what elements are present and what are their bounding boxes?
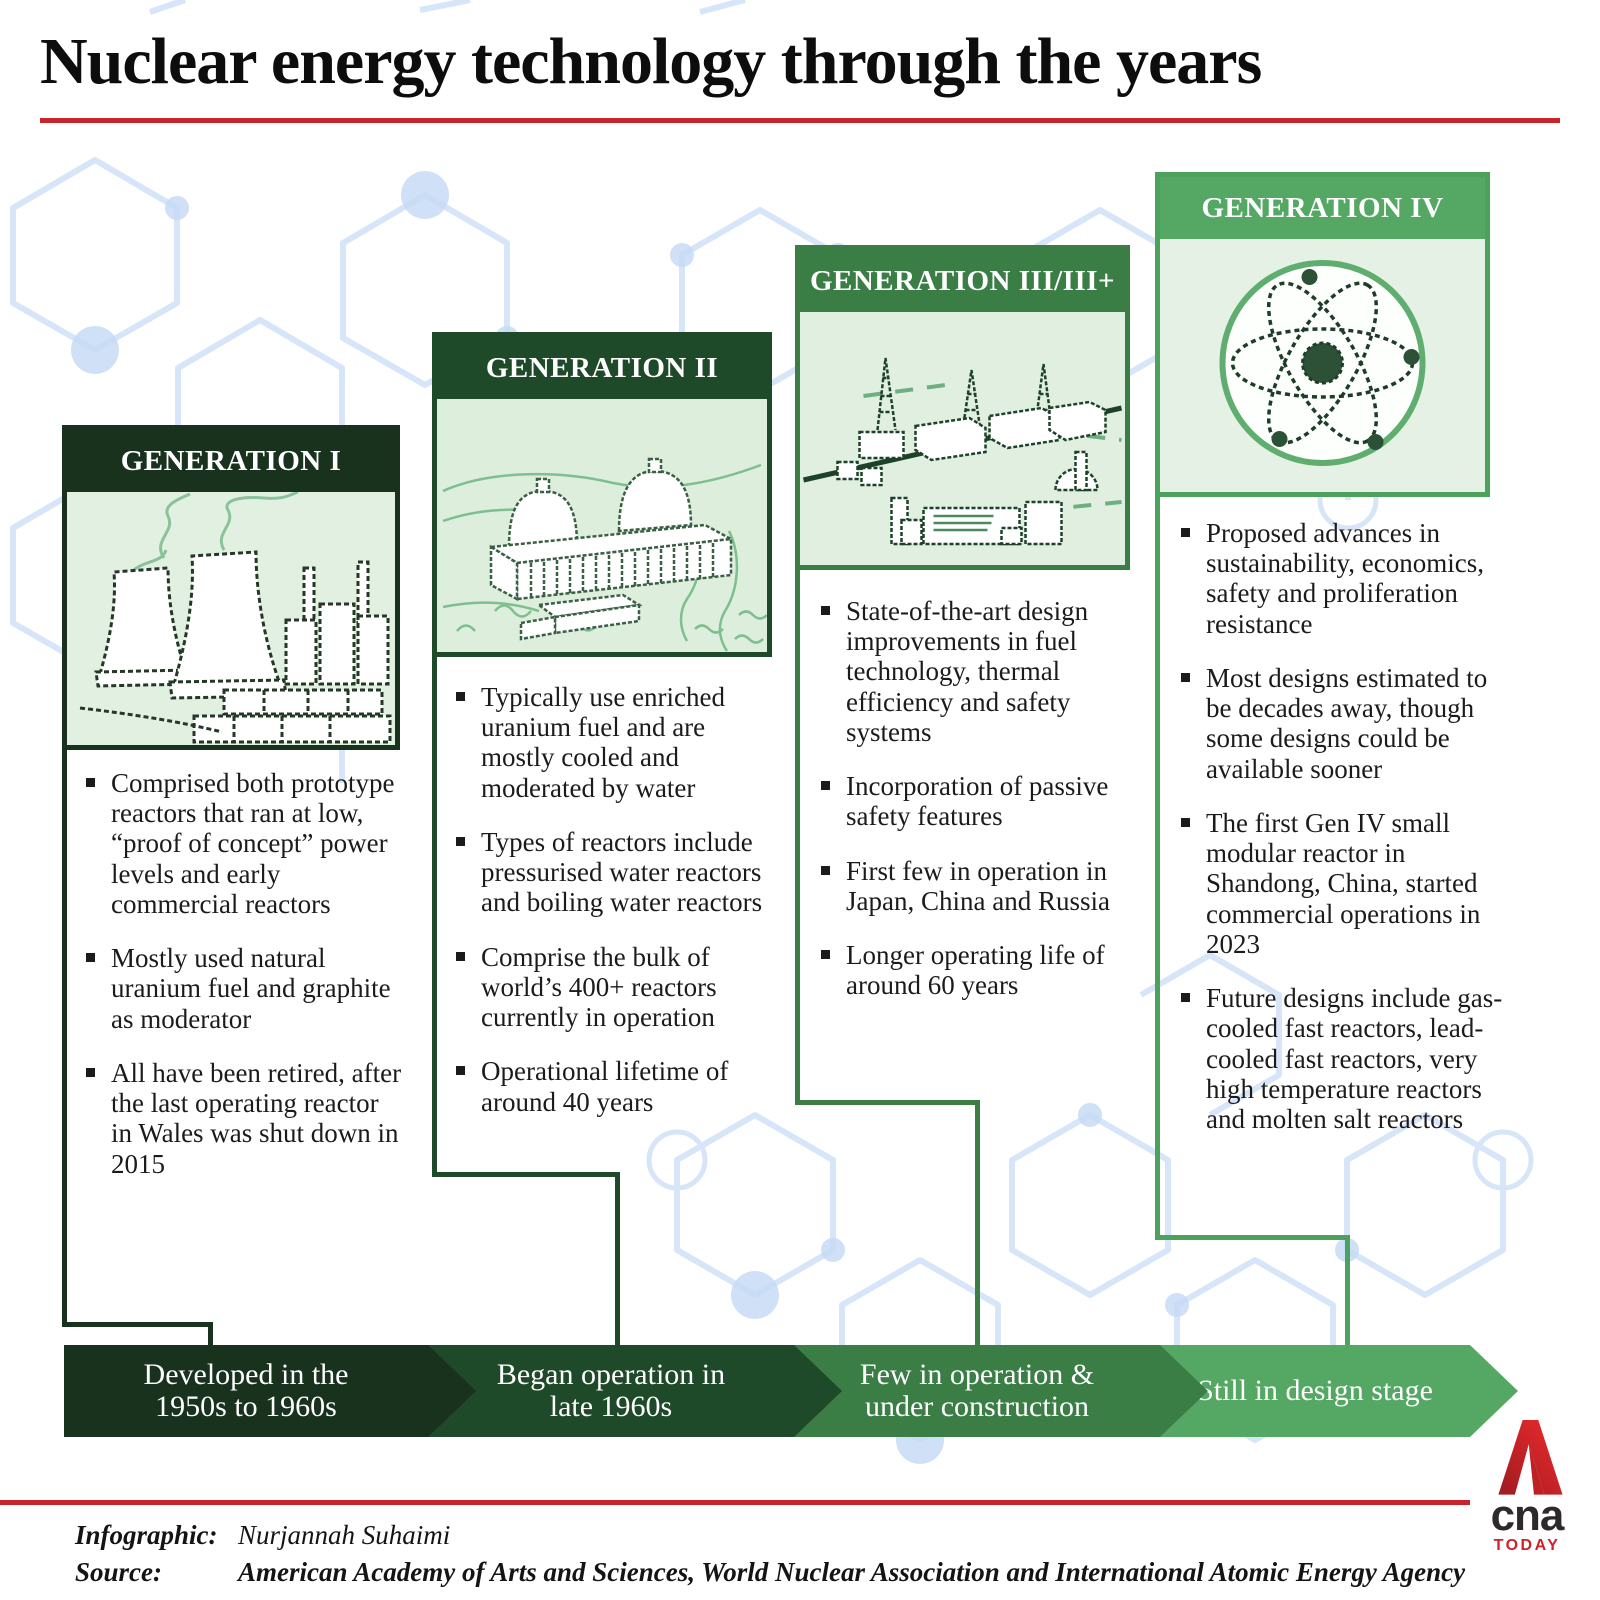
- list-item: Types of reactors include pressurised wa…: [456, 827, 772, 918]
- gen1-illustration cooling-towers-icon: [67, 492, 395, 745]
- gen2-panel: GENERATION II: [432, 332, 772, 657]
- list-item: Proposed advances in sustainability, eco…: [1181, 518, 1503, 639]
- gen2-header: GENERATION II: [437, 337, 767, 399]
- bullet-square-icon: [456, 836, 465, 846]
- bullet-square-icon: [86, 1067, 95, 1077]
- list-item: Typically use enriched uranium fuel and …: [456, 682, 772, 803]
- bullet-text: Most designs estimated to be decades awa…: [1206, 662, 1488, 784]
- infographic-label: Infographic:: [75, 1520, 218, 1550]
- bullet-square-icon: [456, 951, 465, 961]
- timeline-arrow-gen4: Still in design stage: [1160, 1345, 1518, 1437]
- bullet-square-icon: [1181, 817, 1190, 827]
- timeline-label: Began operation in late 1960s: [496, 1357, 726, 1423]
- bullet-text: Mostly used natural uranium fuel and gra…: [111, 943, 391, 1034]
- gen1-connector-line: [208, 1322, 213, 1352]
- timeline-label: Developed in the 1950s to 1960s: [143, 1357, 349, 1423]
- list-item: All have been retired, after the last op…: [86, 1058, 402, 1179]
- gen4-connector-line: [1155, 1235, 1350, 1240]
- cna-today-logo: cna TODAY: [1472, 1413, 1582, 1555]
- list-item: Comprised both prototype reactors that r…: [86, 768, 402, 919]
- page-title: Nuclear energy technology through the ye…: [40, 25, 1262, 98]
- gen2-illustration reactor-domes-icon: [437, 399, 767, 652]
- gen4-connector-line: [1155, 497, 1160, 1240]
- gen1-connector-line: [62, 1322, 213, 1327]
- list-item: Operational lifetime of around 40 years: [456, 1056, 772, 1117]
- bullet-text: Typically use enriched uranium fuel and …: [481, 682, 726, 803]
- gen3-connector-line: [795, 570, 800, 1105]
- list-item: First few in operation in Japan, China a…: [821, 856, 1111, 916]
- gen3-bullet-list: State-of-the-art design improvements in …: [795, 596, 1111, 1025]
- bullet-text: All have been retired, after the last op…: [111, 1057, 402, 1179]
- bullet-square-icon: [86, 953, 95, 963]
- bullet-square-icon: [821, 865, 830, 875]
- bullet-text: Incorporation of passive safety features: [846, 771, 1109, 832]
- timeline-arrow-gen1: Developed in the 1950s to 1960s: [64, 1345, 476, 1437]
- bullet-text: Comprise the bulk of world’s 400+ reacto…: [481, 941, 717, 1033]
- gen2-bullet-list: Typically use enriched uranium fuel and …: [432, 682, 772, 1141]
- bullet-square-icon: [86, 778, 95, 787]
- gen4-panel: GENERATION IV: [1155, 172, 1490, 497]
- list-item: Comprise the bulk of world’s 400+ reacto…: [456, 942, 772, 1033]
- gen1-bullet-list: Comprised both prototype reactors that r…: [62, 768, 402, 1203]
- gen4-illustration atom-icon: [1160, 239, 1485, 492]
- bullet-text: State-of-the-art design improvements in …: [846, 596, 1089, 747]
- bullet-square-icon: [1181, 528, 1190, 537]
- gen2-connector-line: [432, 1172, 620, 1177]
- gen1-connector-line: [62, 750, 67, 1327]
- bullet-square-icon: [1181, 993, 1190, 1003]
- cna-triangle-icon: [1498, 1420, 1563, 1495]
- bullet-square-icon: [821, 950, 830, 960]
- bullet-square-icon: [821, 781, 830, 791]
- gen4-header: GENERATION IV: [1160, 177, 1485, 239]
- source-value: American Academy of Arts and Sciences, W…: [238, 1557, 1466, 1587]
- timeline-label: Still in design stage: [1197, 1373, 1433, 1407]
- bullet-text: Proposed advances in sustainability, eco…: [1206, 518, 1484, 639]
- list-item: Most designs estimated to be decades awa…: [1181, 663, 1503, 784]
- gen2-connector-line: [615, 1172, 620, 1352]
- cna-wordmark: cna: [1490, 1491, 1565, 1540]
- source-label: Source:: [75, 1557, 162, 1587]
- list-item: Mostly used natural uranium fuel and gra…: [86, 943, 402, 1034]
- gen3-illustration reactor-construction-icon: [800, 312, 1125, 565]
- bullet-text: Types of reactors include pressurised wa…: [481, 826, 763, 918]
- gen3-connector-line: [795, 1100, 980, 1105]
- bullet-square-icon: [456, 692, 465, 701]
- bullet-square-icon: [821, 606, 830, 615]
- bullet-text: Operational lifetime of around 40 years: [481, 1056, 729, 1117]
- timeline-label: Few in operation & under construction: [859, 1357, 1095, 1423]
- list-item: Future designs include gas-cooled fast r…: [1181, 983, 1503, 1134]
- gen4-bullet-list: Proposed advances in sustainability, eco…: [1155, 518, 1503, 1158]
- bullet-square-icon: [456, 1066, 465, 1076]
- list-item: Longer operating life of around 60 years: [821, 940, 1111, 1000]
- today-wordmark: TODAY: [1493, 1537, 1561, 1555]
- gen1-panel: GENERATION I: [62, 425, 400, 750]
- list-item: Incorporation of passive safety features: [821, 771, 1111, 831]
- gen3-header: GENERATION III/III+: [800, 250, 1125, 312]
- footer-source-row: Source: American Academy of Arts and Scie…: [75, 1557, 1465, 1588]
- list-item: State-of-the-art design improvements in …: [821, 596, 1111, 747]
- infographic-value: Nurjannah Suhaimi: [238, 1520, 451, 1550]
- bullet-text: The first Gen IV small modular reactor i…: [1206, 807, 1481, 959]
- footer-divider: [0, 1500, 1470, 1505]
- bullet-text: Comprised both prototype reactors that r…: [111, 768, 395, 919]
- bullet-text: Future designs include gas-cooled fast r…: [1206, 983, 1503, 1134]
- bullet-square-icon: [1181, 672, 1190, 682]
- timeline-arrow-gen3: Few in operation & under construction: [794, 1345, 1208, 1437]
- list-item: The first Gen IV small modular reactor i…: [1181, 808, 1503, 959]
- gen3-connector-line: [975, 1100, 980, 1352]
- gen1-header: GENERATION I: [67, 430, 395, 492]
- bullet-text: First few in operation in Japan, China a…: [846, 855, 1110, 916]
- gen4-connector-line: [1345, 1235, 1350, 1352]
- timeline-arrow-gen2: Began operation in late 1960s: [428, 1345, 842, 1437]
- title-divider: [40, 118, 1560, 123]
- bullet-text: Longer operating life of around 60 years: [846, 940, 1105, 1001]
- gen3-panel: GENERATION III/III+: [795, 245, 1130, 570]
- gen2-connector-line: [432, 657, 437, 1177]
- footer-credit-row: Infographic: Nurjannah Suhaimi: [75, 1520, 450, 1551]
